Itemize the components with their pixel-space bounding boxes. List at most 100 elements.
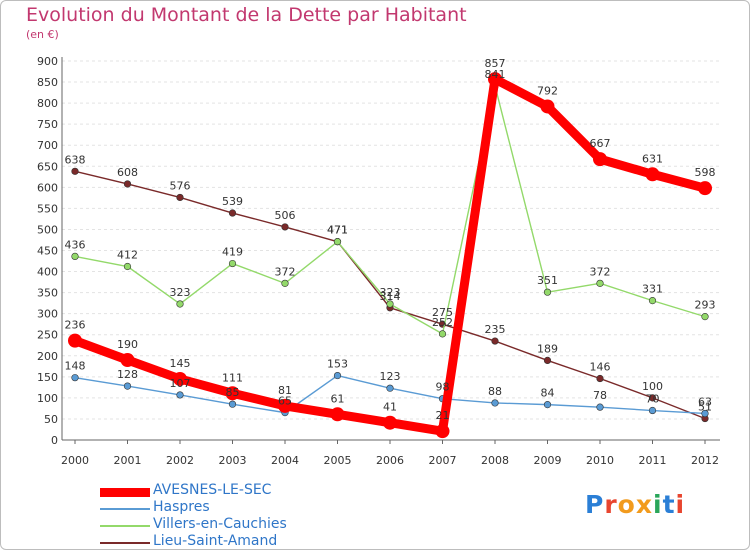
data-point — [648, 297, 657, 305]
data-label: 275 — [432, 306, 453, 319]
x-tick-label: 2009 — [534, 454, 562, 467]
data-label: 539 — [222, 195, 243, 208]
x-tick-label: 2004 — [271, 454, 299, 467]
x-tick-label: 2007 — [429, 454, 457, 467]
data-point — [123, 262, 132, 271]
data-point — [543, 356, 552, 365]
y-tick-label: 300 — [37, 308, 58, 321]
data-point — [176, 193, 184, 202]
data-label: 372 — [275, 265, 296, 278]
data-point — [645, 167, 660, 182]
data-point — [333, 238, 342, 246]
legend-swatch — [100, 542, 150, 544]
data-label: 81 — [278, 384, 292, 397]
data-point — [278, 398, 292, 413]
data-point — [228, 400, 237, 408]
legend-label: AVESNES-LE-SEC — [153, 482, 272, 498]
data-label: 293 — [695, 299, 716, 312]
data-point — [543, 401, 552, 409]
data-label: 41 — [383, 401, 397, 414]
data-point — [488, 72, 502, 87]
data-label: 252 — [432, 316, 453, 329]
data-point — [176, 391, 184, 399]
data-label: 123 — [380, 370, 401, 383]
y-tick-label: 50 — [44, 413, 58, 426]
data-point — [698, 181, 712, 196]
y-tick-label: 100 — [37, 392, 58, 405]
data-label: 576 — [170, 179, 191, 192]
data-label: 148 — [65, 360, 86, 373]
line-chart: 0 50 100 150 200 250 300 350 400 450 500 550 600 650 7… — [37, 55, 720, 467]
data-point — [491, 337, 499, 345]
y-tick-label: 150 — [37, 371, 58, 384]
legend-label: Lieu-Saint-Amand — [153, 533, 278, 549]
data-point — [435, 424, 450, 439]
data-label: 419 — [222, 246, 243, 259]
data-point — [386, 300, 394, 308]
data-point — [386, 384, 394, 392]
x-tick-label: 2010 — [586, 454, 614, 467]
data-label: 51 — [698, 401, 712, 414]
logo-letter: r — [604, 490, 618, 519]
data-point — [71, 167, 79, 175]
data-point — [71, 374, 79, 382]
data-point — [123, 180, 132, 188]
data-point — [540, 99, 555, 114]
data-point — [281, 279, 289, 287]
logo-letter: i — [653, 490, 663, 519]
data-label: 189 — [537, 342, 558, 355]
data-label: 84 — [541, 387, 555, 400]
data-label: 412 — [117, 249, 138, 262]
legend-label: Villers-en-Cauchies — [153, 516, 287, 532]
data-label: 190 — [117, 338, 138, 351]
data-label: 85 — [226, 386, 240, 399]
data-point — [176, 300, 184, 308]
data-label: 314 — [380, 290, 401, 303]
data-point — [228, 209, 237, 217]
data-label: 631 — [642, 152, 663, 165]
y-tick-label: 500 — [37, 223, 58, 236]
legend-label: Haspres — [153, 499, 210, 515]
data-label: 792 — [537, 84, 558, 97]
data-point — [438, 330, 447, 338]
data-point — [648, 394, 657, 402]
data-point — [120, 352, 135, 367]
data-point — [491, 399, 499, 407]
y-tick-label: 600 — [37, 181, 58, 194]
legend-swatch — [100, 508, 150, 510]
data-label: 506 — [275, 209, 296, 222]
logo-letter: o — [617, 490, 636, 519]
y-tick-label: 700 — [37, 139, 58, 152]
data-point — [596, 403, 604, 411]
logo-letter: P — [585, 490, 605, 519]
y-tick-label: 650 — [37, 160, 58, 173]
data-label: 236 — [65, 319, 86, 332]
y-tick-label: 550 — [37, 202, 58, 215]
data-point — [173, 371, 187, 386]
logo-letter: x — [635, 490, 653, 519]
data-label: 146 — [590, 361, 611, 374]
data-label: 128 — [117, 368, 138, 381]
data-point — [596, 279, 604, 287]
data-label: 372 — [590, 265, 611, 278]
y-tick-label: 0 — [51, 434, 58, 447]
x-tick-label: 2008 — [481, 454, 509, 467]
data-point — [593, 152, 607, 167]
data-point — [71, 252, 79, 260]
data-point — [596, 374, 604, 383]
data-label: 323 — [170, 286, 191, 299]
y-tick-label: 800 — [37, 97, 58, 110]
y-tick-label: 750 — [37, 118, 58, 131]
y-tick-label: 450 — [37, 245, 58, 258]
chart-unit: (en €) — [26, 28, 59, 41]
data-label: 107 — [170, 377, 191, 390]
data-label: 841 — [485, 68, 506, 81]
data-label: 145 — [170, 357, 191, 370]
data-label: 70 — [646, 393, 660, 406]
logo-letter: t — [662, 490, 676, 519]
data-point — [123, 382, 132, 390]
x-tick-label: 2001 — [114, 454, 142, 467]
data-label: 351 — [537, 274, 558, 287]
x-tick-label: 2006 — [376, 454, 404, 467]
data-label: 153 — [327, 358, 348, 371]
